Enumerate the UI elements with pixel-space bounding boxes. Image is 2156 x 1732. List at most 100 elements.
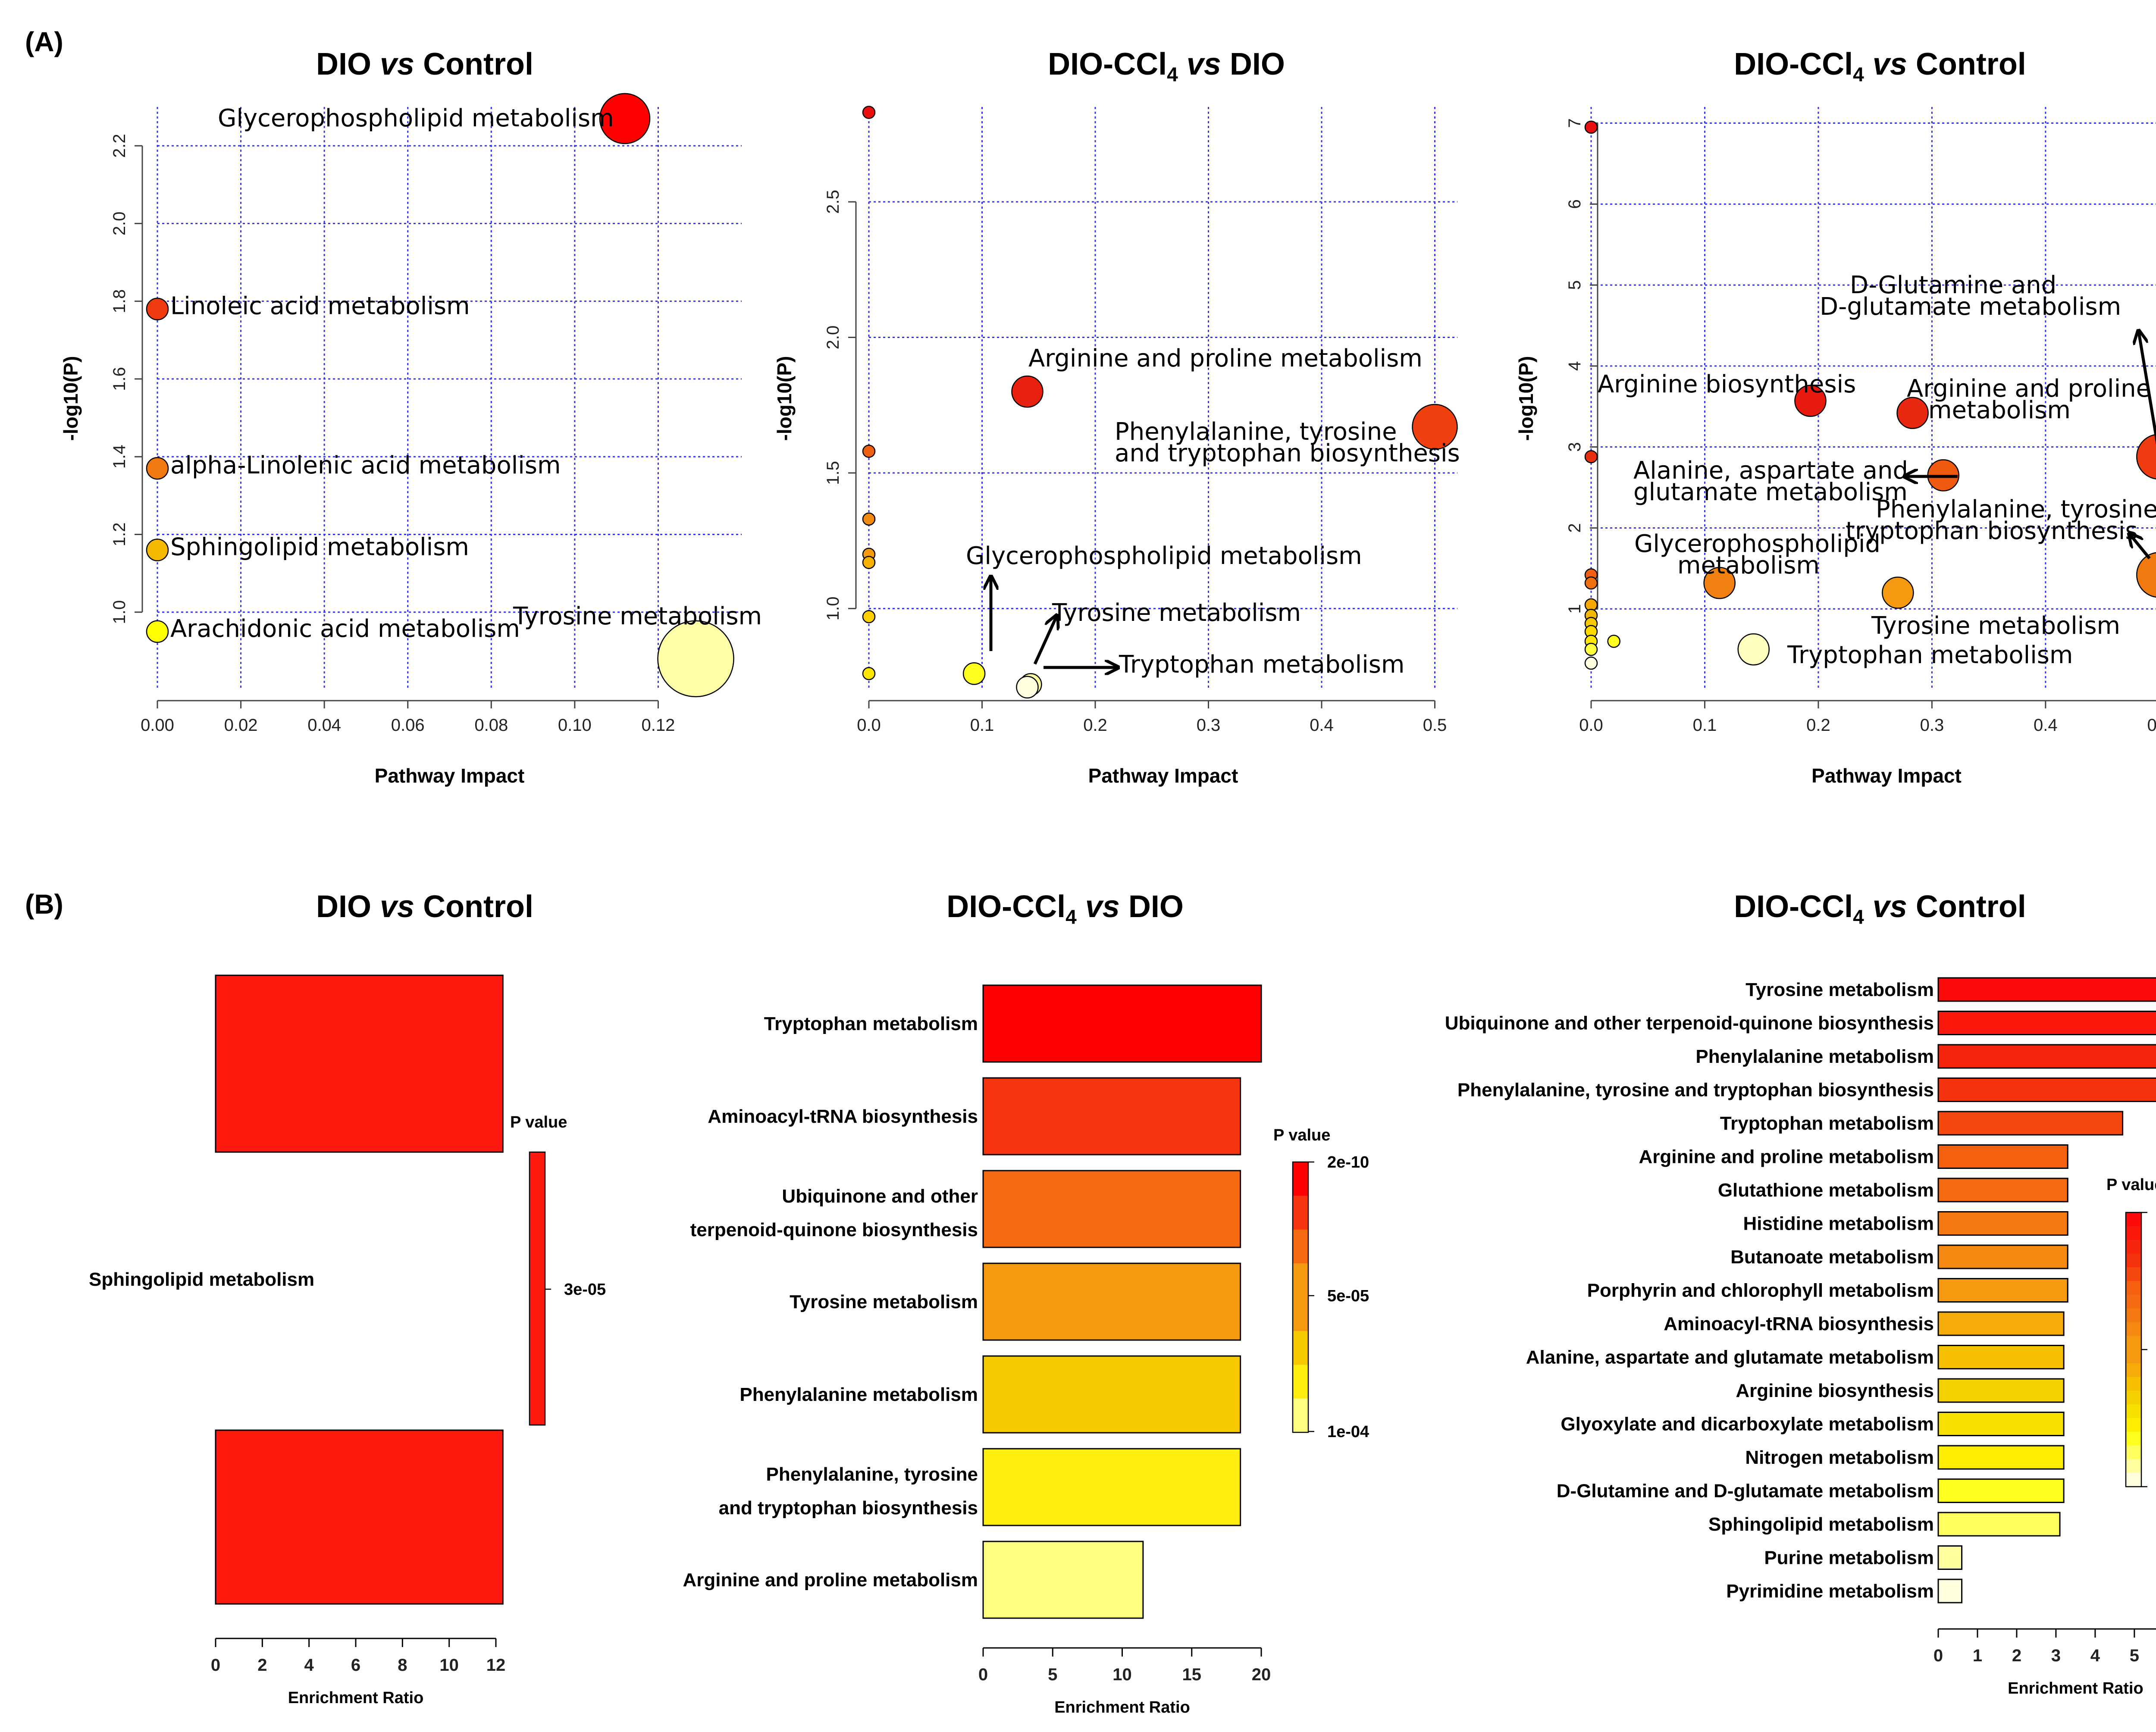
- bar: [982, 1262, 1241, 1341]
- x-tick-label: 0: [978, 1665, 988, 1684]
- data-point: [962, 662, 986, 685]
- point-label: Arginine and proline metabolism: [1028, 345, 1423, 373]
- bar: [982, 1170, 1241, 1248]
- legend-label: 1e-04: [1327, 1423, 1369, 1441]
- y-tick-label: 5: [1565, 280, 1584, 290]
- legend-title: P value: [510, 1113, 567, 1131]
- legend-swatch: [2126, 1473, 2141, 1487]
- legend-frame: [529, 1151, 546, 1426]
- x-tick-label: 10: [1112, 1665, 1132, 1684]
- point-label: alpha-Linolenic acid metabolism: [170, 451, 561, 479]
- bar: [1937, 1111, 2124, 1136]
- bar: [982, 1355, 1241, 1434]
- x-tick-label: 0.3: [1920, 716, 1944, 735]
- data-point: [1896, 397, 1929, 429]
- y-tick-label: 1.4: [110, 445, 129, 469]
- point-label: Glycerophospholipid metabolism: [1634, 530, 1880, 579]
- chart-title-b2: DIO-CCl4 vs DIO: [946, 889, 1184, 928]
- legend-swatch: [2126, 1377, 2141, 1391]
- data-point: [2136, 434, 2156, 479]
- x-tick-label: 10: [439, 1656, 459, 1675]
- x-tick-label: 0.08: [474, 716, 508, 735]
- bar: [1937, 1345, 2065, 1369]
- x-tick-label: 0.4: [1310, 716, 1334, 735]
- x-tick-label: 20: [1252, 1665, 1271, 1684]
- legend-swatch: [1293, 1196, 1308, 1230]
- bar: [1937, 1478, 2065, 1503]
- y-tick-label: 6: [1565, 199, 1584, 209]
- y-tick-label: 2.0: [110, 212, 129, 236]
- bar-label: Arginine and proline metabolism: [1639, 1146, 1934, 1168]
- data-point: [1016, 676, 1039, 698]
- bar-label: Porphyrin and chlorophyll metabolism: [1587, 1280, 1934, 1301]
- point-label: Arachidonic acid metabolism: [170, 615, 520, 643]
- x-axis-label: Pathway Impact: [375, 764, 525, 787]
- legend-swatch: [2126, 1226, 2141, 1240]
- bar: [1937, 977, 2156, 1002]
- y-tick-label: 7: [1565, 118, 1584, 128]
- legend-swatch: [1293, 1297, 1308, 1331]
- x-tick-label: 8: [398, 1656, 407, 1675]
- point-label: Tryptophan metabolism: [1119, 651, 1404, 679]
- bar: [1937, 1445, 2065, 1470]
- bar: [1937, 1545, 1963, 1570]
- y-tick-label: 1.0: [110, 600, 129, 624]
- x-tick-label: 2: [2012, 1646, 2021, 1665]
- legend-swatch: [2126, 1336, 2141, 1350]
- x-tick-label: 1: [1973, 1646, 1982, 1665]
- bar: [215, 974, 504, 1153]
- y-axis-label: -log10(P): [60, 356, 82, 441]
- x-tick-label: 3: [2051, 1646, 2061, 1665]
- bar: [1937, 1278, 2068, 1303]
- point-label: Sphingolipid metabolism: [170, 533, 469, 561]
- x-tick-label: 0.5: [2147, 716, 2156, 735]
- y-tick-label: 1.8: [110, 289, 129, 313]
- bar-label: Tryptophan metabolism: [1720, 1113, 1934, 1134]
- data-point: [862, 556, 876, 569]
- chart-title-a3: DIO-CCl4 vs Control: [1734, 47, 2026, 86]
- y-tick-label: 4: [1565, 361, 1584, 371]
- annotation-arrow: [2139, 332, 2156, 445]
- bar: [982, 1077, 1241, 1156]
- bar: [1937, 1244, 2068, 1269]
- x-tick-label: 6: [351, 1656, 360, 1675]
- data-point: [1584, 120, 1598, 134]
- legend-swatch: [2126, 1445, 2141, 1460]
- data-point: [1412, 404, 1458, 450]
- legend-swatch: [2126, 1212, 2141, 1227]
- bar-label: Aminoacyl-tRNA biosynthesis: [1664, 1313, 1934, 1334]
- bar: [1937, 1579, 1963, 1604]
- data-point: [862, 445, 876, 458]
- bar-label: Sphingolipid metabolism: [89, 1269, 314, 1290]
- bar-label: Pyrimidine metabolism: [1726, 1581, 1934, 1602]
- x-tick-label: 0.12: [641, 716, 675, 735]
- data-point: [1584, 450, 1598, 464]
- bar-label: Phenylalanine, tyrosine and tryptophan bi…: [719, 1464, 978, 1519]
- point-label: Tyrosine metabolism: [513, 602, 762, 630]
- point-label: Glycerophospholipid metabolism: [218, 104, 614, 132]
- point-label: Arginine biosynthesis: [1598, 370, 1856, 398]
- x-tick-label: 4: [304, 1656, 314, 1675]
- chart-title-b1: DIO vs Control: [316, 889, 534, 924]
- y-tick-label: 1.6: [110, 367, 129, 391]
- data-point: [146, 298, 169, 320]
- y-tick-label: 3: [1565, 442, 1584, 452]
- data-point: [1737, 633, 1770, 666]
- point-label: Linoleic acid metabolism: [170, 292, 470, 320]
- x-tick-label: 0.3: [1197, 716, 1221, 735]
- legend-swatch: [2126, 1267, 2141, 1281]
- data-point: [1011, 376, 1044, 408]
- legend-swatch: [2126, 1253, 2141, 1268]
- panel-label-a: (A): [25, 26, 63, 57]
- x-axis-label: Enrichment Ratio: [1054, 1698, 1190, 1716]
- panel-label-b: (B): [25, 889, 63, 920]
- y-tick-label: 2.2: [110, 134, 129, 158]
- x-tick-label: 0.2: [1083, 716, 1107, 735]
- chart-title-b3: DIO-CCl4 vs Control: [1734, 889, 2026, 928]
- legend-swatch: [2126, 1391, 2141, 1405]
- y-tick-label: 1: [1565, 604, 1584, 614]
- bar: [1937, 1011, 2156, 1035]
- bar-label: Phenylalanine metabolism: [1695, 1046, 1934, 1067]
- data-point: [1584, 576, 1598, 590]
